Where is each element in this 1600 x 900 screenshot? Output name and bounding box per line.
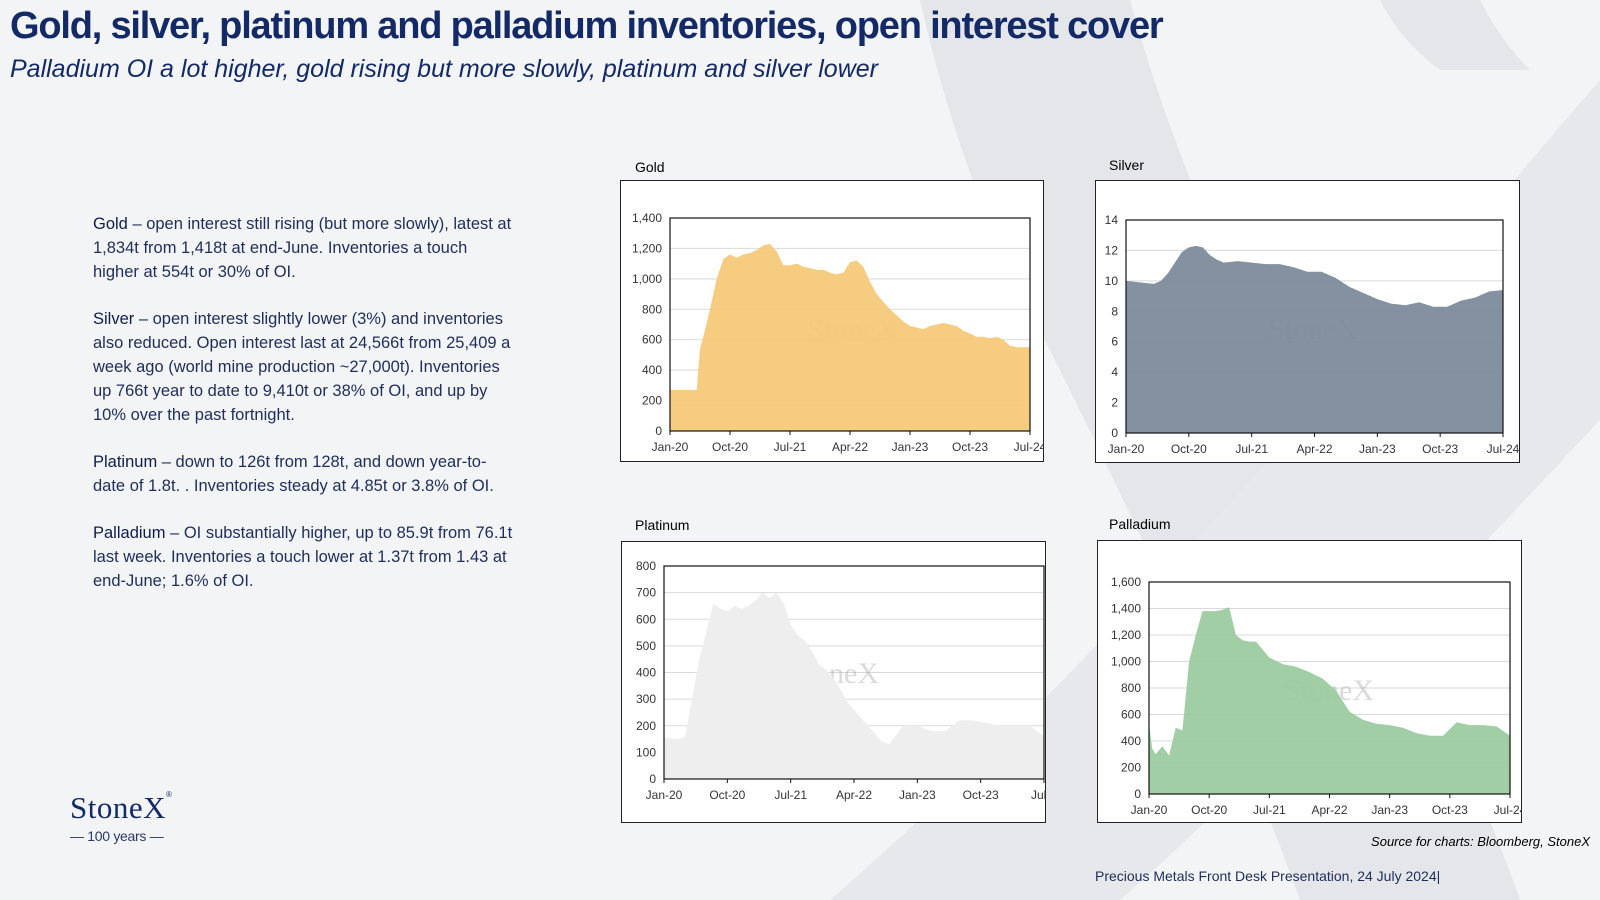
logo-wordmark: StoneX: [70, 790, 166, 825]
y-tick-label: 1,200: [632, 241, 662, 255]
x-tick-label: Oct-23: [963, 788, 999, 802]
x-tick-label: Jan-23: [1359, 442, 1396, 456]
commentary-text: – open interest slightly lower (3%) and …: [93, 310, 511, 424]
chart-source: Source for charts: Bloomberg, StoneX: [1371, 834, 1590, 849]
y-tick-label: 1,000: [632, 272, 662, 286]
y-tick-label: 800: [642, 302, 662, 316]
y-tick-label: 6: [1111, 335, 1118, 349]
x-tick-label: Oct-20: [709, 788, 745, 802]
y-tick-label: 600: [642, 333, 662, 347]
x-tick-label: Jul-21: [774, 788, 807, 802]
y-tick-label: 800: [636, 559, 656, 573]
x-tick-label: Oct-20: [1191, 803, 1227, 817]
y-tick-label: 600: [636, 612, 656, 626]
chart-gold: 02004006008001,0001,2001,400StoneXJan-20…: [632, 211, 1044, 454]
y-tick-label: 0: [1134, 787, 1141, 801]
y-tick-label: 4: [1111, 365, 1118, 379]
series-area: [1126, 245, 1503, 433]
x-tick-label: Jul-2: [1031, 788, 1046, 802]
x-tick-label: Jan-20: [646, 788, 683, 802]
chart-title-platinum: Platinum: [635, 517, 690, 533]
x-tick-label: Jul-24: [1494, 803, 1522, 817]
x-tick-label: Jul-21: [1253, 803, 1286, 817]
commentary-palladium: Palladium – OI substantially higher, up …: [93, 521, 513, 593]
commentary-metal: Platinum: [93, 453, 158, 471]
y-tick-label: 200: [642, 394, 662, 408]
chart-palladium: 02004006008001,0001,2001,4001,600StoneXJ…: [1111, 575, 1522, 817]
x-tick-label: Oct-23: [952, 440, 988, 454]
commentary-silver: Silver – open interest slightly lower (3…: [93, 307, 513, 427]
y-tick-label: 2: [1111, 396, 1118, 410]
x-tick-label: Jul-24: [1014, 440, 1044, 454]
commentary-metal: Silver: [93, 310, 135, 328]
x-tick-label: Jan-23: [899, 788, 936, 802]
y-tick-label: 14: [1105, 213, 1119, 227]
x-tick-label: Apr-22: [1296, 442, 1332, 456]
logo-tagline: — 100 years —: [70, 828, 164, 844]
page-subtitle: Palladium OI a lot higher, gold rising b…: [10, 55, 878, 83]
y-tick-label: 600: [1121, 708, 1141, 722]
chart-title-palladium: Palladium: [1109, 516, 1171, 532]
series-area: [670, 243, 1030, 431]
x-tick-label: Jan-23: [1371, 803, 1408, 817]
x-tick-label: Jul-21: [1235, 442, 1268, 456]
logo-registered: ®: [166, 790, 172, 799]
x-tick-label: Apr-22: [832, 440, 868, 454]
y-tick-label: 1,400: [632, 211, 662, 225]
commentary-platinum: Platinum – down to 126t from 128t, and d…: [93, 450, 513, 498]
y-tick-label: 1,400: [1111, 602, 1141, 616]
footer-text: Precious Metals Front Desk Presentation,…: [1095, 868, 1441, 884]
commentary-text: – down to 126t from 128t, and down year-…: [93, 453, 494, 495]
x-tick-label: Jul-24: [1487, 442, 1520, 456]
commentary-text: – open interest still rising (but more s…: [93, 215, 512, 281]
y-tick-label: 8: [1111, 304, 1118, 318]
y-tick-label: 800: [1121, 681, 1141, 695]
y-tick-label: 10: [1105, 274, 1119, 288]
y-tick-label: 1,200: [1111, 628, 1141, 642]
commentary: Gold – open interest still rising (but m…: [93, 212, 513, 616]
x-tick-label: Apr-22: [1311, 803, 1347, 817]
y-tick-label: 12: [1105, 243, 1119, 257]
y-tick-label: 200: [636, 719, 656, 733]
x-tick-label: Apr-22: [836, 788, 872, 802]
x-tick-label: Jan-23: [892, 440, 929, 454]
chart-title-silver: Silver: [1109, 157, 1145, 173]
x-tick-label: Oct-20: [1171, 442, 1207, 456]
y-tick-label: 0: [1111, 426, 1118, 440]
y-tick-label: 500: [636, 639, 656, 653]
x-tick-label: Jan-20: [1131, 803, 1168, 817]
x-tick-label: Jan-20: [1108, 442, 1145, 456]
y-tick-label: 400: [1121, 734, 1141, 748]
y-tick-label: 1,600: [1111, 575, 1141, 589]
y-tick-label: 0: [655, 424, 662, 438]
commentary-metal: Gold: [93, 215, 128, 233]
stonex-logo: StoneX® — 100 years —: [70, 790, 172, 844]
series-area: [1149, 607, 1510, 794]
y-tick-label: 300: [636, 692, 656, 706]
y-tick-label: 400: [636, 666, 656, 680]
chart-title-gold: Gold: [635, 159, 665, 175]
y-tick-label: 0: [649, 772, 656, 786]
series-area: [664, 592, 1044, 779]
x-tick-label: Oct-20: [712, 440, 748, 454]
page-title: Gold, silver, platinum and palladium inv…: [10, 5, 1164, 47]
commentary-metal: Palladium: [93, 524, 166, 542]
x-tick-label: Oct-23: [1432, 803, 1468, 817]
chart-silver: 02468101214StoneXJan-20Oct-20Jul-21Apr-2…: [1105, 213, 1520, 456]
y-tick-label: 400: [642, 363, 662, 377]
x-tick-label: Jan-20: [652, 440, 689, 454]
x-tick-label: Oct-23: [1422, 442, 1458, 456]
x-tick-label: Jul-21: [774, 440, 807, 454]
commentary-gold: Gold – open interest still rising (but m…: [93, 212, 513, 284]
commentary-text: – OI substantially higher, up to 85.9t f…: [93, 524, 513, 590]
y-tick-label: 100: [636, 745, 656, 759]
y-tick-label: 200: [1121, 761, 1141, 775]
y-tick-label: 1,000: [1111, 655, 1141, 669]
y-tick-label: 700: [636, 586, 656, 600]
